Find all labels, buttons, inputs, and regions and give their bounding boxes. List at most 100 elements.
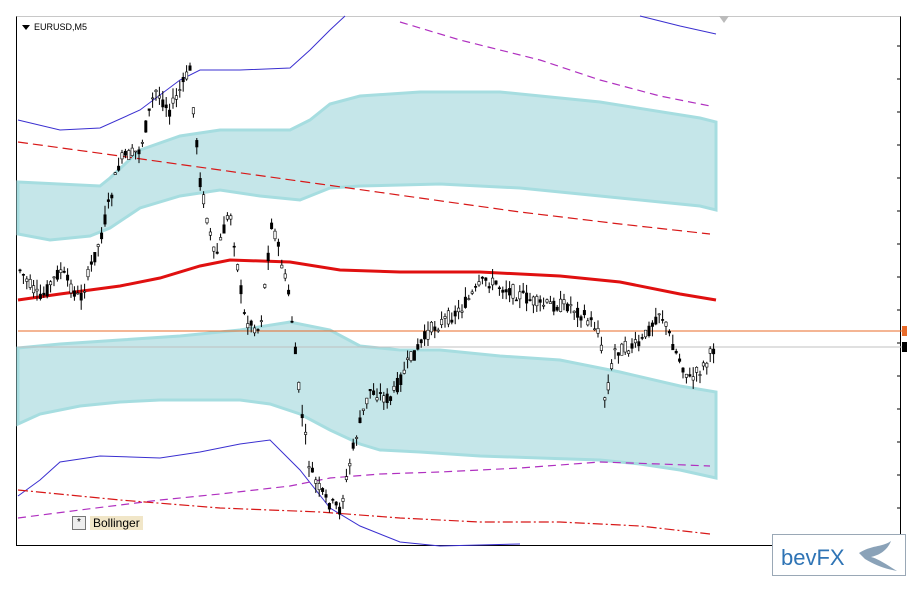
candle-body (640, 337, 644, 339)
candle-body (480, 276, 484, 279)
candle-body (113, 172, 117, 175)
candle-body (174, 95, 178, 100)
outer-lower-band-line (17, 439, 521, 547)
candle-body (470, 291, 474, 294)
candle-body (297, 382, 301, 390)
symbol-text: EURUSD,M5 (34, 22, 88, 32)
candle-body (103, 214, 107, 225)
candle-body (518, 291, 522, 300)
candle-body (487, 286, 491, 289)
candle-body (178, 89, 182, 91)
candle-body (49, 281, 53, 286)
candle-body (188, 65, 192, 71)
candle-body (304, 431, 308, 435)
candle-body (59, 269, 63, 273)
candle-body (484, 277, 488, 281)
candle-body (511, 284, 515, 299)
candle-body (392, 385, 396, 391)
indicator-settings-button[interactable]: * (72, 516, 86, 530)
candle-body (664, 321, 668, 327)
candle-body (147, 108, 151, 111)
candle-body (701, 362, 705, 367)
candle-body (453, 310, 457, 317)
candle-body (460, 310, 464, 313)
candle-body (586, 320, 590, 326)
candle-body (287, 289, 291, 295)
chart-symbol-label[interactable]: EURUSD,M5 (22, 22, 87, 32)
candle-body (698, 374, 702, 376)
candle-body (593, 328, 597, 331)
candle-body (654, 316, 658, 325)
candle-body (276, 241, 280, 247)
candle-body (667, 330, 671, 334)
candle-body (402, 369, 406, 374)
candle-body (86, 269, 90, 278)
dashed-purple-lower (17, 461, 711, 519)
dashed-purple-upper (399, 21, 711, 107)
candle-body (443, 316, 447, 319)
candle-body (576, 307, 580, 318)
candle-body (317, 483, 321, 491)
candle-body (684, 373, 688, 378)
candle-body (157, 95, 161, 99)
candle-body (338, 506, 342, 515)
candle-body (89, 261, 93, 265)
candle-body (606, 382, 610, 391)
candle-body (38, 293, 42, 299)
candle-body (494, 280, 498, 285)
candle-body (127, 150, 131, 160)
candle-body (708, 348, 712, 354)
candle-body (334, 501, 338, 506)
candle-body (110, 194, 114, 199)
candle-body (327, 503, 331, 510)
candle-body (382, 395, 386, 403)
candle-body (531, 296, 535, 306)
brand-logo: bevFX (772, 534, 906, 576)
outer-upper-band-line (17, 15, 346, 131)
candle-body (55, 269, 59, 280)
candle-body (249, 320, 253, 326)
candle-body (423, 331, 427, 340)
candle-body (52, 276, 56, 279)
candle-body (79, 292, 83, 301)
candle-body (273, 230, 277, 240)
candle-body (69, 283, 73, 294)
candle-body (491, 277, 495, 286)
dashed-red-upper (17, 141, 711, 235)
candle-body (582, 310, 586, 316)
candle-body (613, 348, 617, 351)
candle-body (242, 312, 246, 314)
candle-body (603, 397, 607, 401)
candle-body (545, 299, 549, 303)
candle-body (21, 274, 25, 276)
candle-body (579, 316, 583, 321)
candle-body (191, 107, 195, 115)
candle-body (18, 269, 22, 272)
candle-body (270, 222, 274, 230)
candle-body (195, 140, 199, 148)
candle-body (246, 323, 250, 329)
candle-body (140, 142, 144, 144)
candle-body (72, 290, 76, 297)
candle-body (691, 376, 695, 381)
candle-body (565, 303, 569, 312)
candle-body (378, 392, 382, 394)
candle-body (164, 104, 168, 109)
candle-body (66, 274, 70, 281)
candle-body (450, 319, 454, 323)
candle-body (341, 498, 345, 502)
candle-body (647, 325, 651, 336)
chart-shift-marker[interactable] (719, 16, 729, 23)
candle-body (399, 374, 403, 385)
candle-body (117, 165, 121, 171)
candle-body (181, 77, 185, 83)
candle-body (106, 199, 110, 202)
candle-body (123, 150, 127, 156)
candle-body (633, 339, 637, 344)
candle-body (436, 329, 440, 332)
indicator-label[interactable]: * Bollinger (72, 516, 143, 530)
candle-body (372, 390, 376, 395)
candle-body (688, 374, 692, 377)
candle-body (266, 252, 270, 262)
candle-body (616, 352, 620, 356)
